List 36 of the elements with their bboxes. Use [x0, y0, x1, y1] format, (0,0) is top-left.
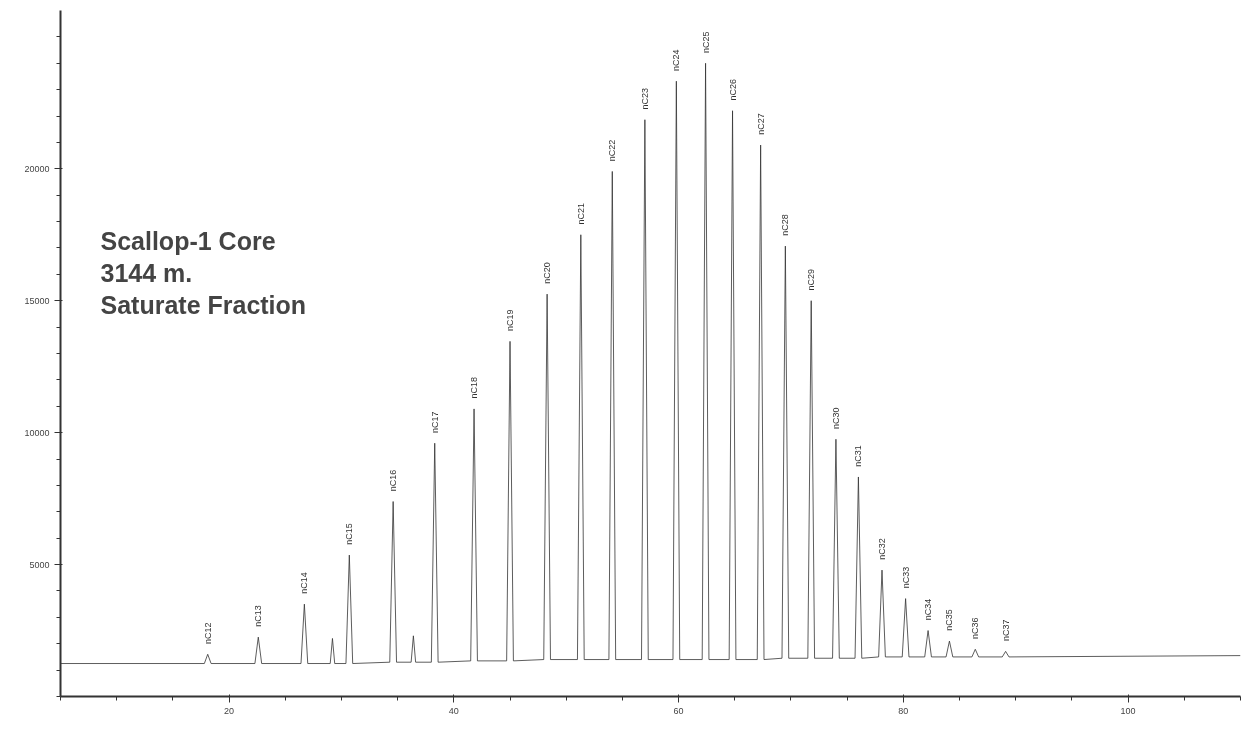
x-tick-label: 100 [1120, 705, 1136, 716]
y-tick-label: 15000 [24, 295, 50, 306]
y-tick-label: 5000 [29, 559, 50, 570]
annotation: nC26 [727, 78, 738, 101]
x-tick-label: 20 [224, 705, 235, 716]
annotation: nC32 [877, 538, 887, 560]
annotation: nC24 [671, 49, 682, 71]
annotation: nC13 [253, 605, 264, 627]
annotation: nC36 [970, 617, 981, 639]
annotation: nC23 [639, 87, 650, 110]
annotation: nC18 [469, 377, 480, 399]
annotation: nC20 [542, 262, 553, 284]
y-tick-label: 20000 [24, 163, 50, 174]
annotation: nC34 [923, 598, 934, 621]
x-tick-label: 40 [448, 705, 459, 716]
annotation: nC12 [202, 622, 213, 644]
annotation: nC37 [1000, 619, 1011, 642]
annotation: nC28 [780, 214, 791, 236]
annotation: nC16 [388, 469, 399, 492]
annotation: nC29 [806, 268, 817, 291]
y-tick-label: 10000 [24, 427, 50, 438]
annotation: nC25 [700, 31, 711, 53]
annotation: nC21 [575, 202, 586, 225]
annotation: nC30 [830, 407, 841, 429]
annotation: nC22 [607, 139, 618, 162]
x-tick-label: 60 [673, 705, 684, 716]
annotation: nC27 [755, 113, 766, 135]
annotation: nC19 [505, 309, 516, 332]
annotation: nC15 [344, 523, 355, 545]
annotation: nC14 [299, 572, 310, 594]
annotation: nC33 [900, 566, 911, 589]
annotation: nC35 [944, 609, 955, 631]
text: Scallop-1 Core 3144 m. Saturate Fraction [100, 226, 307, 319]
x-tick-label: 80 [898, 705, 909, 716]
annotation: nC31 [853, 445, 864, 467]
annotation: nC17 [429, 411, 440, 433]
